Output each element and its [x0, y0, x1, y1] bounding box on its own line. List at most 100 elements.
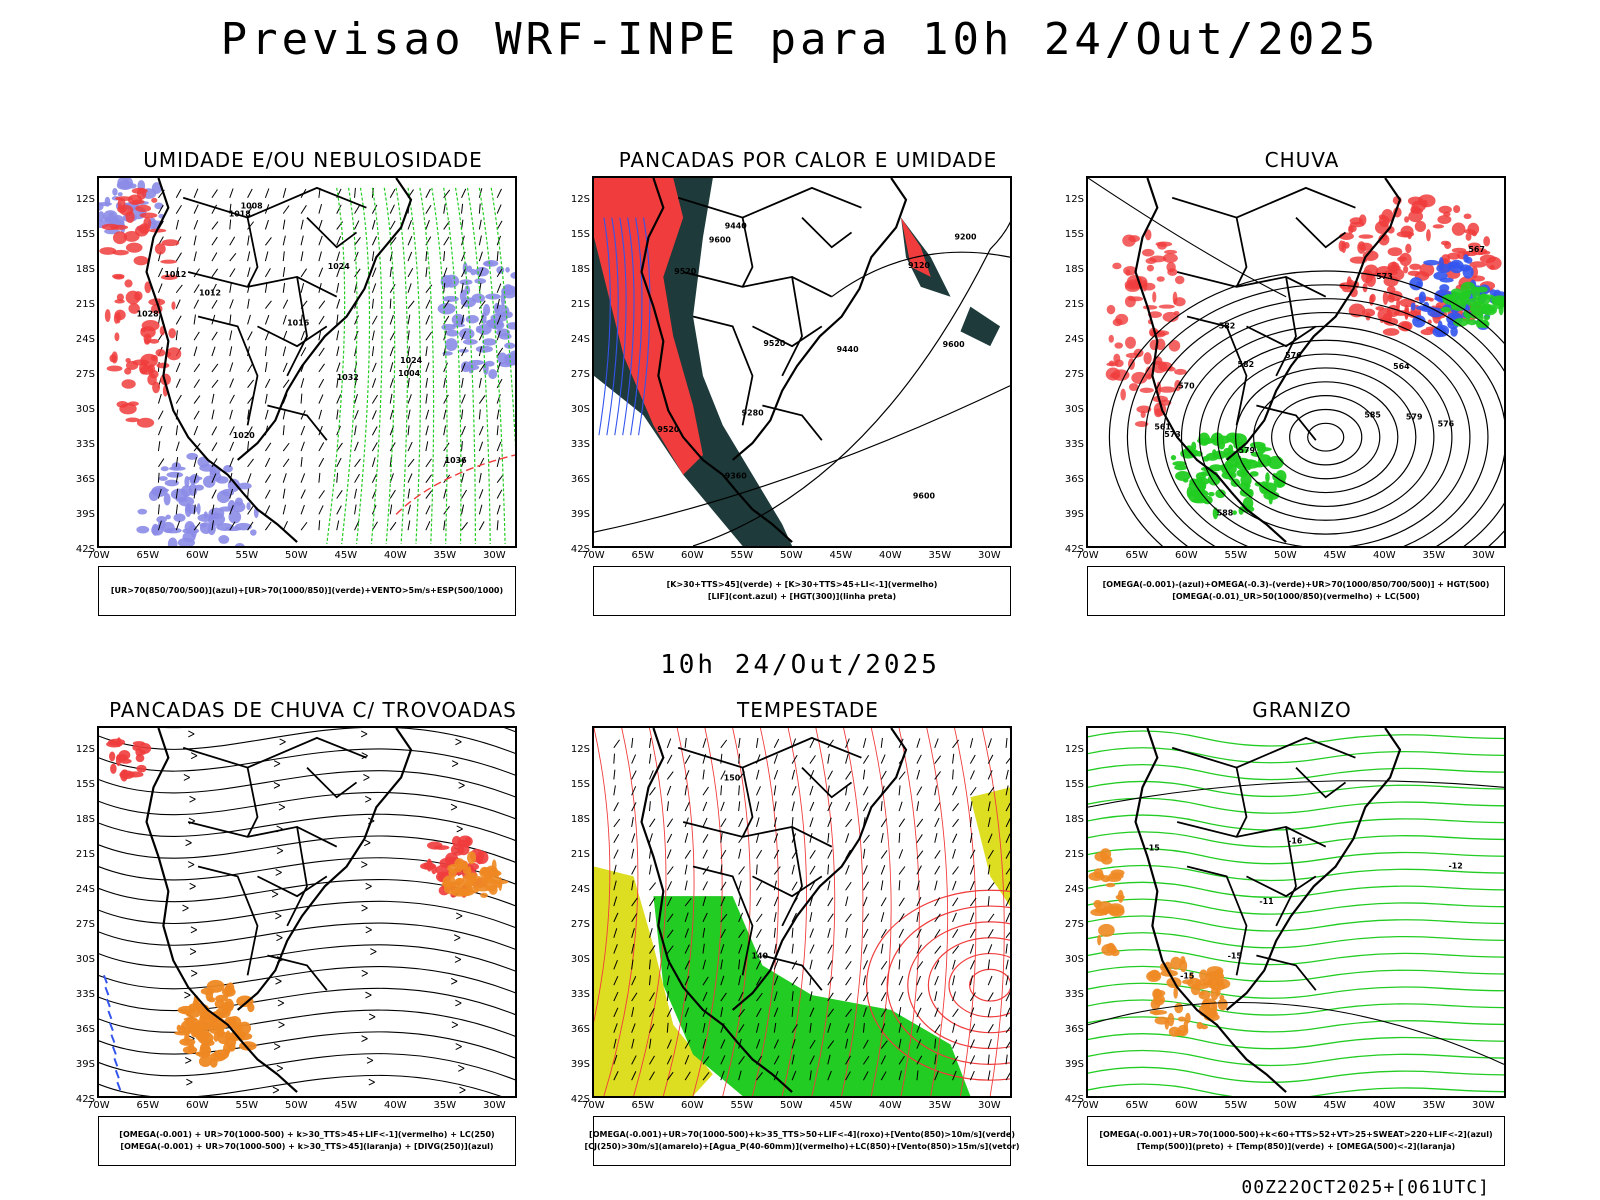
latitude-tick-label: 12S: [1064, 194, 1084, 205]
contour-label: -11: [1259, 897, 1273, 906]
latitude-tick-label: 21S: [1064, 299, 1084, 310]
longitude-tick-label: 50W: [1274, 550, 1297, 561]
longitude-tick-label: 50W: [285, 1100, 308, 1111]
longitude-tick-label: 30W: [978, 550, 1001, 561]
latitude-tick-label: 18S: [1064, 264, 1084, 275]
longitude-tick-label: 45W: [1323, 550, 1347, 561]
main-title: Previsao WRF-INPE para 10h 24/Out/2025: [220, 14, 1380, 65]
latitude-tick-label: 24S: [75, 884, 95, 895]
longitude-tick-label: 55W: [235, 550, 259, 561]
latitude-tick-label: 39S: [75, 509, 95, 520]
contour-label: -12: [1449, 861, 1463, 870]
contour-label: 1016: [287, 318, 310, 327]
contour-label: 576: [1438, 419, 1455, 428]
longitude-tick-label: 55W: [235, 1100, 259, 1111]
latitude-tick-label: 42S: [75, 1094, 95, 1105]
contour-label: 9200: [955, 232, 978, 241]
longitude-tick-label: 55W: [730, 1100, 754, 1111]
latitude-tick-label: 18S: [75, 264, 95, 275]
weather-map: -11 -15 -15 -12 -15 -16: [1088, 728, 1504, 1096]
weather-map: 588 585 582 579 576 573 570 567 564 561 582 579 576 5…: [1088, 178, 1504, 546]
footer-stamp: 00Z22OCT2025+[061UTC]: [1241, 1177, 1490, 1198]
contour-label: -15: [1180, 971, 1194, 980]
map-panel-6: GRANIZO 12S 15S 18S 21S 24S 27S 30S 33S 36S 39S 42…: [1062, 698, 1542, 1178]
longitude-tick-label: 70W: [87, 550, 110, 561]
latitude-tick-label: 30S: [75, 404, 95, 415]
longitude-tick-label: 40W: [384, 1100, 407, 1111]
contour-label: -15: [1145, 844, 1159, 853]
latitude-tick-label: 39S: [570, 509, 590, 520]
contour-label: 582: [1219, 321, 1236, 330]
longitude-tick-label: 40W: [1373, 550, 1396, 561]
contour-label: 9440: [725, 221, 748, 230]
legend-box: [UR>70(850/700/500)](azul)+[UR>70(1000/8…: [98, 566, 516, 616]
longitude-tick-label: 65W: [631, 1100, 655, 1111]
contour-label: 9440: [837, 345, 860, 354]
latitude-tick-label: 12S: [75, 194, 95, 205]
longitude-tick-label: 70W: [582, 550, 605, 561]
legend-line: [OMEGA(-0.001)+UR>70(1000-500)+k>35_TTS>…: [589, 1130, 1015, 1139]
latitude-tick-label: 18S: [570, 814, 590, 825]
latitude-tick-label: 15S: [75, 229, 95, 240]
longitude-tick-label: 70W: [582, 1100, 605, 1111]
latitude-tick-label: 24S: [570, 884, 590, 895]
longitude-tick-label: 60W: [186, 550, 209, 561]
longitude-tick-label: 40W: [879, 1100, 902, 1111]
contour-label: 9520: [674, 267, 697, 276]
mid-title: 10h 24/Out/2025: [660, 650, 940, 680]
map-panel-5: TEMPESTADE 12S 15S 18S 21S 24S 27S 30S 33S 36S 39…: [568, 698, 1048, 1178]
latitude-tick-label: 33S: [1064, 439, 1084, 450]
contour-label: 564: [1393, 362, 1410, 371]
latitude-tick-label: 36S: [75, 474, 95, 485]
latitude-tick-label: 27S: [1064, 919, 1084, 930]
longitude-tick-label: 45W: [1323, 1100, 1347, 1111]
latitude-tick-label: 15S: [75, 779, 95, 790]
latitude-tick-label: 18S: [75, 814, 95, 825]
latitude-tick-label: 36S: [1064, 1024, 1084, 1035]
contour-label: 9360: [725, 472, 748, 481]
panel-title: UMIDADE E/OU NEBULOSIDADE: [143, 148, 483, 172]
latitude-tick-label: 18S: [1064, 814, 1084, 825]
map-frame: 9600 9600 9520 9600 9520 9520 9440 9360 9280 9200…: [592, 176, 1012, 548]
contour-label: 9600: [709, 235, 732, 244]
longitude-tick-label: 60W: [681, 550, 704, 561]
legend-line: [UR>70(850/700/500)](azul)+[UR>70(1000/8…: [110, 586, 504, 595]
latitude-tick-label: 24S: [1064, 334, 1084, 345]
latitude-tick-label: 12S: [75, 744, 95, 755]
latitude-tick-label: 27S: [570, 919, 590, 930]
longitude-tick-label: 60W: [1175, 550, 1198, 561]
contour-label: 1024: [328, 262, 351, 271]
longitude-tick-label: 30W: [483, 550, 506, 561]
contour-label: 573: [1164, 430, 1181, 439]
latitude-tick-label: 21S: [570, 849, 590, 860]
longitude-tick-label: 50W: [1274, 1100, 1297, 1111]
longitude-tick-label: 45W: [829, 1100, 853, 1111]
longitude-tick-label: 40W: [1373, 1100, 1396, 1111]
panel-title: PANCADAS POR CALOR E UMIDADE: [618, 148, 998, 172]
panel-title: GRANIZO: [1252, 698, 1352, 722]
longitude-tick-label: 30W: [483, 1100, 506, 1111]
latitude-tick-label: 27S: [1064, 369, 1084, 380]
contour-label: 1004: [398, 369, 421, 378]
latitude-tick-label: 12S: [1064, 744, 1084, 755]
legend-line: [OMEGA(-0.01)_UR>50(1000/850)(vermelho) …: [1172, 592, 1420, 601]
latitude-tick-label: 30S: [1064, 404, 1084, 415]
longitude-tick-label: 35W: [1422, 550, 1446, 561]
contour-label: 561: [1154, 422, 1171, 431]
legend-line: [OMEGA(-0.001)+UR>70(1000-500)+k<60+TTS>…: [1099, 1130, 1493, 1139]
latitude-tick-label: 24S: [570, 334, 590, 345]
longitude-tick-label: 60W: [681, 1100, 704, 1111]
latitude-tick-label: 21S: [75, 849, 95, 860]
contour-label: 1020: [233, 431, 256, 440]
latitude-tick-label: 42S: [1064, 544, 1084, 555]
legend-line: [LIF](cont.azul) + [HGT(300)](linha pret…: [707, 592, 897, 601]
longitude-tick-label: 60W: [186, 1100, 209, 1111]
legend-box: [OMEGA(-0.001)-(azul)+OMEGA(-0.3)-(verde…: [1087, 566, 1505, 616]
contour-label: 1024: [400, 356, 423, 365]
contour-label: 585: [1364, 410, 1381, 419]
map-panel-2: PANCADAS POR CALOR E UMIDADE 12S 15S 18S 21…: [568, 148, 1048, 628]
longitude-tick-label: 30W: [978, 1100, 1001, 1111]
legend-line: [K>30+TTS>45](verde) + [K>30+TTS>45+LI<-…: [666, 580, 938, 589]
longitude-tick-label: 55W: [730, 550, 754, 561]
longitude-tick-label: 65W: [136, 1100, 160, 1111]
